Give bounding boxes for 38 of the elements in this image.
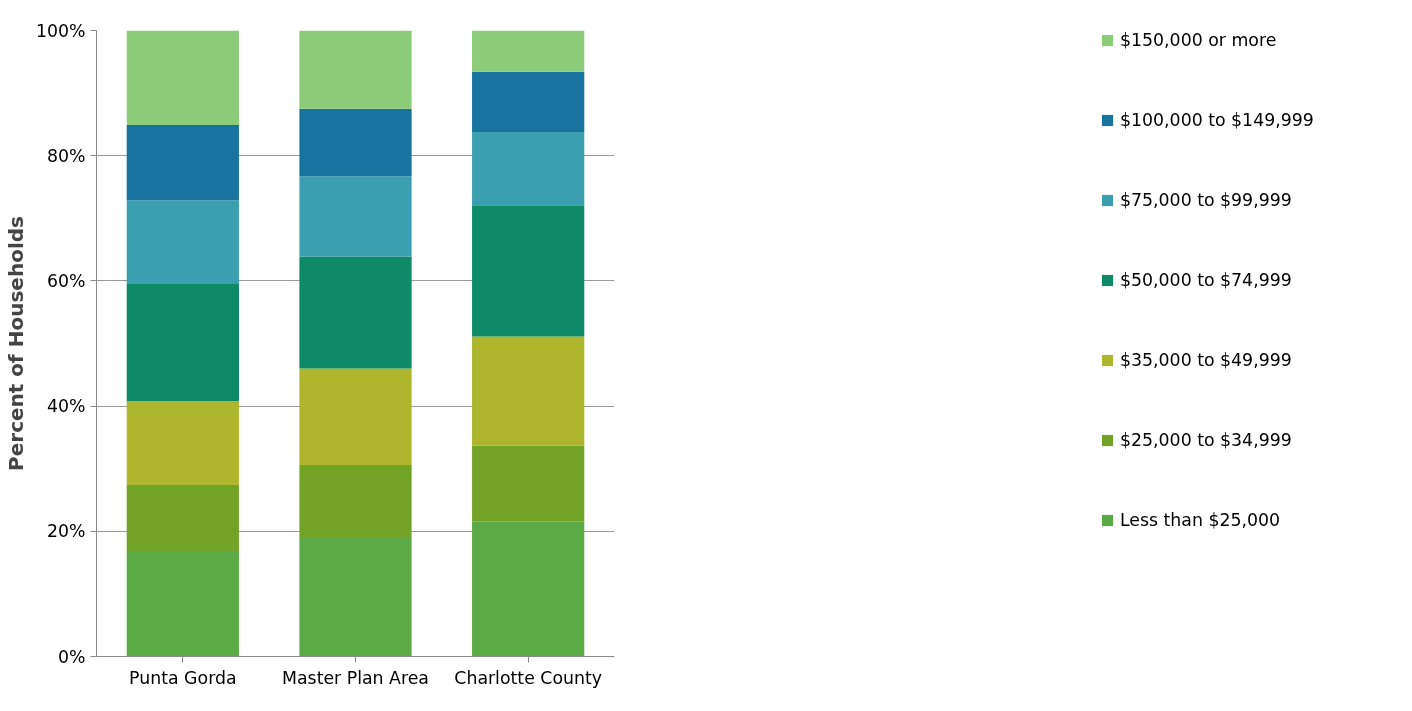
bar — [472, 521, 585, 657]
bar — [126, 484, 239, 552]
bar — [126, 30, 239, 126]
legend-label: $50,000 to $74,999 — [1120, 270, 1293, 290]
bar — [472, 30, 585, 72]
bar — [299, 256, 412, 369]
bar — [126, 284, 239, 402]
y-tick-label: 60% — [46, 270, 86, 291]
bar — [299, 464, 412, 537]
x-tick-label: Punta Gorda — [129, 667, 237, 688]
x-tick-label: Charlotte County — [454, 667, 603, 688]
bar — [472, 336, 585, 446]
bar — [472, 205, 585, 337]
legend-label: $25,000 to $34,999 — [1120, 430, 1293, 450]
bar — [472, 445, 585, 522]
bar — [299, 176, 412, 257]
y-axis-title: Percent of Households — [3, 216, 28, 471]
bar — [472, 131, 585, 206]
y-tick-label: 20% — [46, 521, 86, 542]
bar — [126, 551, 239, 657]
y-tick-label: 0% — [58, 646, 86, 667]
y-tick-label: 80% — [46, 145, 86, 166]
bar — [299, 368, 412, 465]
y-tick-label: 40% — [46, 396, 86, 417]
legend-label: $75,000 to $99,999 — [1120, 190, 1293, 210]
legend-label: $150,000 or more — [1120, 30, 1278, 50]
legend-label: Less than $25,000 — [1120, 510, 1282, 530]
y-tick-label: 100% — [35, 20, 86, 41]
bar — [299, 30, 412, 109]
legend-label: $35,000 to $49,999 — [1120, 350, 1293, 370]
bar — [126, 401, 239, 485]
bar — [299, 108, 412, 177]
legend-label: $100,000 to $149,999 — [1120, 110, 1315, 130]
bar — [299, 536, 412, 657]
bar — [126, 125, 239, 201]
bar — [126, 200, 239, 285]
x-tick-label: Master Plan Area — [282, 667, 429, 688]
bar — [472, 71, 585, 132]
